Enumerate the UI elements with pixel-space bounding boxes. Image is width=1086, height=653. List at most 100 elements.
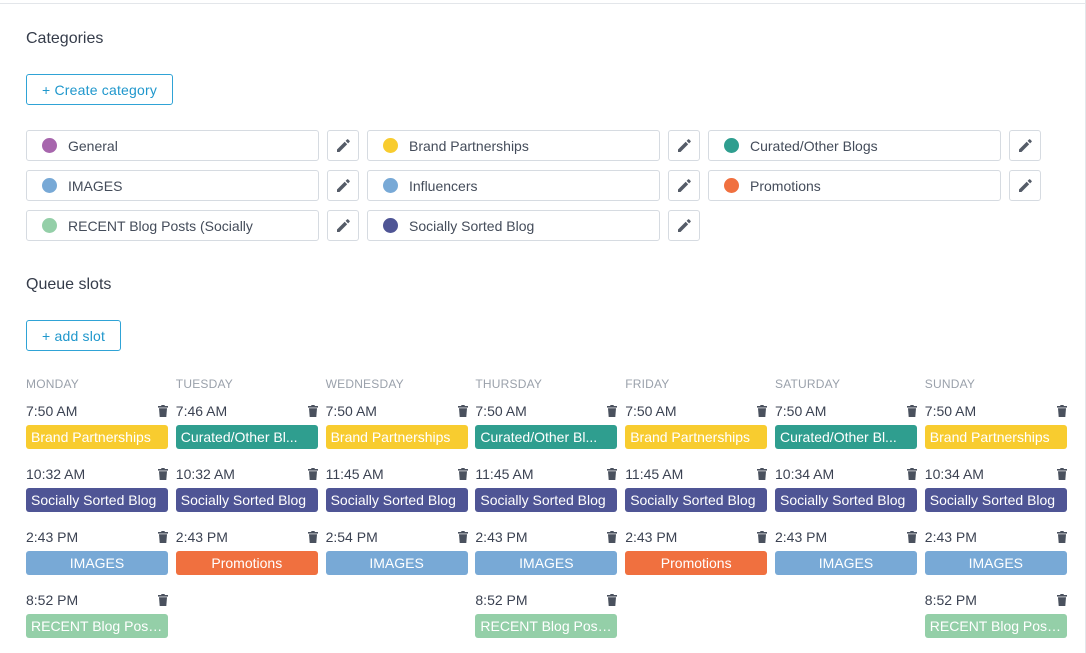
slot-time: 2:54 PM xyxy=(325,529,378,545)
category-field[interactable]: Brand Partnerships xyxy=(367,130,660,161)
slot-category-tag[interactable]: Brand Partnerships xyxy=(26,425,168,449)
trash-icon[interactable] xyxy=(307,530,318,543)
edit-category-button[interactable] xyxy=(668,170,700,201)
trash-icon[interactable] xyxy=(757,530,768,543)
queue-slot: 7:50 AM Curated/Other Bl... xyxy=(475,376,618,449)
category-color-dot xyxy=(383,178,398,193)
trash-icon[interactable] xyxy=(307,404,318,417)
trash-icon[interactable] xyxy=(1056,593,1067,606)
slot-category-tag[interactable]: Curated/Other Bl... xyxy=(175,425,318,449)
slot-category-tag[interactable]: RECENT Blog Post... xyxy=(924,614,1067,638)
queue-slot: 8:52 PM RECENT Blog Post... xyxy=(26,565,168,638)
day-header: TUESDAY xyxy=(175,377,233,391)
slot-category-tag[interactable]: RECENT Blog Post... xyxy=(475,614,618,638)
queue-slot: 2:43 PM IMAGES xyxy=(26,502,168,575)
trash-icon[interactable] xyxy=(757,467,768,480)
trash-icon[interactable] xyxy=(1056,530,1067,543)
slot-time: 11:45 AM xyxy=(625,466,684,482)
slot-category-tag[interactable]: IMAGES xyxy=(475,551,618,575)
edit-category-button[interactable] xyxy=(668,210,700,241)
pencil-icon xyxy=(676,138,692,154)
slot-time: 2:43 PM xyxy=(475,529,528,545)
slot-category-tag[interactable]: Brand Partnerships xyxy=(924,425,1067,449)
trash-icon[interactable] xyxy=(457,404,468,417)
queue-slot: 7:50 AM Brand Partnerships xyxy=(625,376,768,449)
panel-top-border xyxy=(0,0,1086,4)
category-label: RECENT Blog Posts (Socially xyxy=(68,217,253,234)
slot-category-tag[interactable]: Curated/Other Bl... xyxy=(775,425,917,449)
queue-slot: 7:50 AM Curated/Other Bl... xyxy=(775,376,917,449)
pencil-icon xyxy=(676,178,692,194)
slot-category-tag[interactable]: Socially Sorted Blog xyxy=(775,488,917,512)
create-category-button[interactable]: + Create category xyxy=(26,74,174,105)
trash-icon[interactable] xyxy=(457,467,468,480)
trash-icon[interactable] xyxy=(1056,404,1067,417)
slot-time: 7:46 AM xyxy=(175,403,228,419)
slot-time: 8:52 PM xyxy=(475,592,528,608)
slot-time: 7:50 AM xyxy=(325,403,377,419)
trash-icon[interactable] xyxy=(907,404,917,417)
slot-category-tag[interactable]: IMAGES xyxy=(924,551,1067,575)
trash-icon[interactable] xyxy=(158,530,168,543)
edit-category-button[interactable] xyxy=(327,170,359,201)
slot-time: 7:50 AM xyxy=(26,403,78,419)
trash-icon[interactable] xyxy=(158,467,168,480)
slot-time: 7:50 AM xyxy=(775,403,827,419)
slot-category-tag[interactable]: Promotions xyxy=(625,551,768,575)
trash-icon[interactable] xyxy=(757,404,768,417)
queue-slot: 2:54 PM IMAGES xyxy=(325,502,468,575)
trash-icon[interactable] xyxy=(607,593,618,606)
category-field[interactable]: General xyxy=(26,130,319,161)
trash-icon[interactable] xyxy=(607,530,618,543)
trash-icon[interactable] xyxy=(607,404,618,417)
edit-category-button[interactable] xyxy=(1009,130,1041,161)
slot-category-tag[interactable]: Socially Sorted Blog xyxy=(325,488,468,512)
edit-category-button[interactable] xyxy=(668,130,700,161)
trash-icon[interactable] xyxy=(907,467,917,480)
slot-category-tag[interactable]: Socially Sorted Blog xyxy=(924,488,1067,512)
add-slot-button[interactable]: + add slot xyxy=(26,320,122,351)
slot-category-tag[interactable]: Brand Partnerships xyxy=(325,425,468,449)
slot-category-tag[interactable]: RECENT Blog Post... xyxy=(26,614,168,638)
category-field[interactable]: RECENT Blog Posts (Socially xyxy=(26,210,319,241)
category-field[interactable]: IMAGES xyxy=(26,170,319,201)
slot-category-tag[interactable]: Socially Sorted Blog xyxy=(625,488,768,512)
slot-time: 8:52 PM xyxy=(26,592,79,608)
edit-category-button[interactable] xyxy=(1009,170,1041,201)
day-column-tuesday: TUESDAY 7:46 AM Curated/Other Bl... 10:32 A… xyxy=(175,376,318,646)
slot-category-tag[interactable]: Promotions xyxy=(175,551,318,575)
category-color-dot xyxy=(42,218,57,233)
queue-slots-heading: Queue slots xyxy=(26,276,112,293)
day-column-sunday: SUNDAY 7:50 AM Brand Partnerships 10:34 AM S… xyxy=(924,376,1067,646)
category-field[interactable]: Promotions xyxy=(708,170,1001,201)
trash-icon[interactable] xyxy=(158,593,168,606)
category-field[interactable]: Socially Sorted Blog xyxy=(367,210,660,241)
slot-category-tag[interactable]: Brand Partnerships xyxy=(625,425,768,449)
category-field[interactable]: Influencers xyxy=(367,170,660,201)
trash-icon[interactable] xyxy=(457,530,468,543)
slot-time: 2:43 PM xyxy=(175,529,228,545)
queue-slot: 2:43 PM IMAGES xyxy=(775,502,917,575)
queue-slot: 7:50 AM Brand Partnerships xyxy=(26,376,168,449)
trash-icon[interactable] xyxy=(1056,467,1067,480)
category-field[interactable]: Curated/Other Blogs xyxy=(708,130,1001,161)
slot-category-tag[interactable]: IMAGES xyxy=(26,551,168,575)
slot-time: 2:43 PM xyxy=(924,529,977,545)
slot-category-tag[interactable]: IMAGES xyxy=(325,551,468,575)
queue-slot: 11:45 AM Socially Sorted Blog xyxy=(325,439,468,512)
slot-category-tag[interactable]: Curated/Other Bl... xyxy=(475,425,618,449)
slot-time: 2:43 PM xyxy=(26,529,79,545)
edit-category-button[interactable] xyxy=(327,130,359,161)
edit-category-button[interactable] xyxy=(327,210,359,241)
category-color-dot xyxy=(383,138,398,153)
slot-category-tag[interactable]: Socially Sorted Blog xyxy=(475,488,618,512)
slot-category-tag[interactable]: Socially Sorted Blog xyxy=(26,488,168,512)
slot-category-tag[interactable]: Socially Sorted Blog xyxy=(175,488,318,512)
trash-icon[interactable] xyxy=(907,530,917,543)
slot-time: 7:50 AM xyxy=(625,403,677,419)
trash-icon[interactable] xyxy=(158,404,168,417)
trash-icon[interactable] xyxy=(607,467,618,480)
pencil-icon xyxy=(335,138,351,154)
trash-icon[interactable] xyxy=(307,467,318,480)
slot-category-tag[interactable]: IMAGES xyxy=(775,551,917,575)
